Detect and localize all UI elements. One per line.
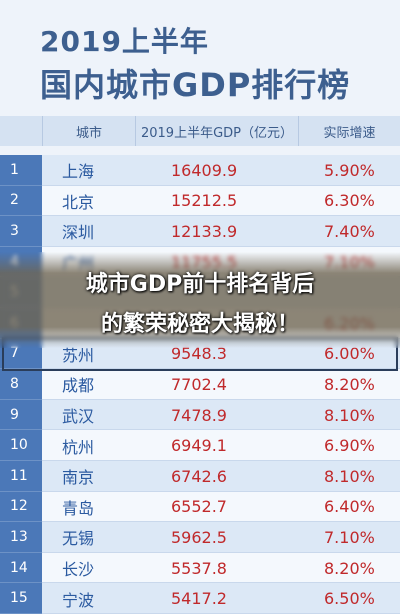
- gdp-cell: 5537.8: [171, 558, 227, 578]
- city-cell: 武汉: [62, 407, 95, 427]
- city-cell: 深圳: [62, 223, 95, 243]
- rank-cell: 13: [0, 522, 42, 553]
- header-cell: 实际增速: [298, 116, 400, 146]
- rank-cell: 11: [0, 461, 42, 492]
- row-bg: [42, 399, 400, 431]
- gdp-cell: 7478.9: [171, 405, 227, 425]
- row-bg: [42, 522, 400, 553]
- city-cell: 苏州: [62, 345, 95, 365]
- row-bg: [42, 461, 400, 492]
- city-cell: 北京: [62, 192, 95, 212]
- city-cell: 长沙: [62, 560, 95, 580]
- rank-cell: 15: [0, 583, 42, 614]
- gdp-cell: 9548.3: [171, 344, 227, 364]
- growth-cell: 8.20%: [324, 558, 375, 578]
- rank-cell: 12: [0, 491, 42, 523]
- row-bg: [42, 430, 400, 461]
- growth-cell: 6.30%: [324, 191, 375, 211]
- rank-cell: 10: [0, 430, 42, 461]
- city-cell: 成都: [62, 376, 95, 396]
- gdp-cell: 7702.4: [171, 374, 227, 394]
- header-cell: 城市: [42, 116, 135, 146]
- gdp-cell: 6742.6: [171, 466, 227, 486]
- growth-cell: 8.10%: [324, 405, 375, 425]
- city-cell: 上海: [62, 162, 95, 182]
- gdp-cell: 12133.9: [171, 221, 238, 241]
- rank-cell: 9: [0, 399, 42, 431]
- growth-cell: 6.50%: [324, 589, 375, 609]
- rank-cell: 3: [0, 216, 42, 247]
- city-cell: 无锡: [62, 529, 95, 549]
- row-bg: [42, 369, 400, 400]
- caption-line: 城市GDP前十排名背后: [85, 272, 315, 297]
- growth-cell: 6.40%: [324, 497, 375, 517]
- row-bg: [42, 583, 400, 614]
- rank-cell: 1: [0, 155, 42, 186]
- city-cell: 宁波: [62, 590, 95, 610]
- city-cell: 杭州: [62, 437, 95, 457]
- growth-cell: 6.00%: [324, 344, 375, 364]
- gdp-cell: 16409.9: [171, 160, 238, 180]
- header-cell: [0, 116, 42, 146]
- row-bg: [42, 155, 400, 186]
- caption-line: 的繁荣秘密大揭秘！: [100, 312, 299, 337]
- title: 2019上半年: [40, 25, 209, 58]
- growth-cell: 8.20%: [324, 374, 375, 394]
- caption-band: [0, 252, 400, 348]
- gdp-cell: 5962.5: [171, 527, 227, 547]
- row-bg: [42, 491, 400, 523]
- gdp-cell: 15212.5: [171, 191, 238, 211]
- city-cell: 青岛: [62, 498, 95, 518]
- growth-cell: 7.10%: [324, 527, 375, 547]
- rank-cell: 14: [0, 552, 42, 584]
- row-bg: [42, 552, 400, 584]
- gdp-cell: 6552.7: [171, 497, 227, 517]
- city-cell: 南京: [62, 468, 95, 488]
- rank-cell: 2: [0, 185, 42, 217]
- gdp-cell: 5417.2: [171, 589, 227, 609]
- rank-cell: 8: [0, 369, 42, 400]
- header-cell: 2019上半年GDP（亿元）: [135, 116, 298, 146]
- gdp-cell: 6949.1: [171, 436, 227, 456]
- growth-cell: 5.90%: [324, 160, 375, 180]
- growth-cell: 7.40%: [324, 221, 375, 241]
- growth-cell: 8.10%: [324, 466, 375, 486]
- growth-cell: 6.90%: [324, 436, 375, 456]
- row-bg: [42, 185, 400, 217]
- row-bg: [42, 216, 400, 247]
- subtitle: 国内城市GDP排行榜: [40, 66, 351, 104]
